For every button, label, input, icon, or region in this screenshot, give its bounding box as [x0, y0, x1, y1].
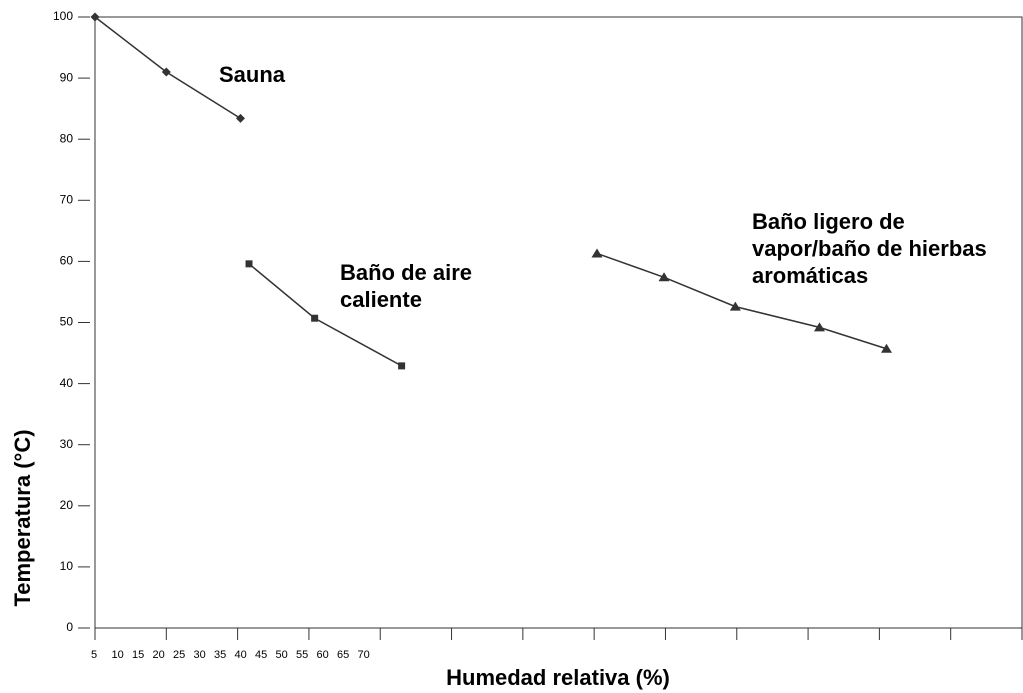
x-tick-label: 45	[255, 649, 267, 661]
x-axis-label: Humedad relativa (%)	[446, 665, 670, 690]
y-tick-label: 90	[60, 70, 74, 84]
y-tick-label: 60	[60, 254, 74, 268]
point	[311, 314, 319, 322]
x-tick-label: 20	[153, 649, 165, 661]
y-tick-label: 0	[66, 620, 73, 634]
y-tick-label: 80	[60, 131, 74, 145]
series-label: Sauna	[219, 62, 286, 87]
y-tick-label: 40	[60, 376, 74, 390]
x-tick-label: 65	[337, 649, 349, 661]
x-tick-label: 70	[358, 649, 370, 661]
point	[881, 343, 893, 353]
point	[398, 362, 406, 370]
x-tick-label: 60	[317, 649, 329, 661]
point	[90, 12, 100, 22]
x-tick-label: 25	[173, 649, 185, 661]
point	[813, 322, 825, 332]
y-tick-label: 30	[60, 437, 74, 451]
point	[235, 113, 245, 123]
x-tick-label: 15	[132, 649, 144, 661]
series-label: Baño ligero de vapor/baño de hierbas aro…	[752, 209, 987, 288]
y-tick-label: 20	[60, 498, 74, 512]
x-tick-label: 30	[194, 649, 206, 661]
y-tick-label: 70	[60, 192, 74, 206]
point	[658, 272, 670, 282]
x-tick-label: 50	[276, 649, 288, 661]
series-label: Baño de aire caliente	[340, 260, 473, 312]
plot-frame	[94, 16, 1023, 629]
x-tick-label: 35	[214, 649, 226, 661]
point	[245, 260, 253, 268]
point	[729, 301, 741, 311]
x-tick-label: 10	[112, 649, 124, 661]
point	[161, 67, 171, 77]
y-axis-label: Temperatura (°C)	[10, 429, 35, 606]
y-tick-label: 10	[60, 559, 74, 573]
point	[591, 248, 603, 258]
x-tick-label: 55	[296, 649, 308, 661]
x-tick-label: 5	[91, 649, 97, 661]
y-tick-label: 50	[60, 315, 74, 329]
x-tick-label: 40	[235, 649, 247, 661]
y-tick-label: 100	[53, 9, 73, 23]
